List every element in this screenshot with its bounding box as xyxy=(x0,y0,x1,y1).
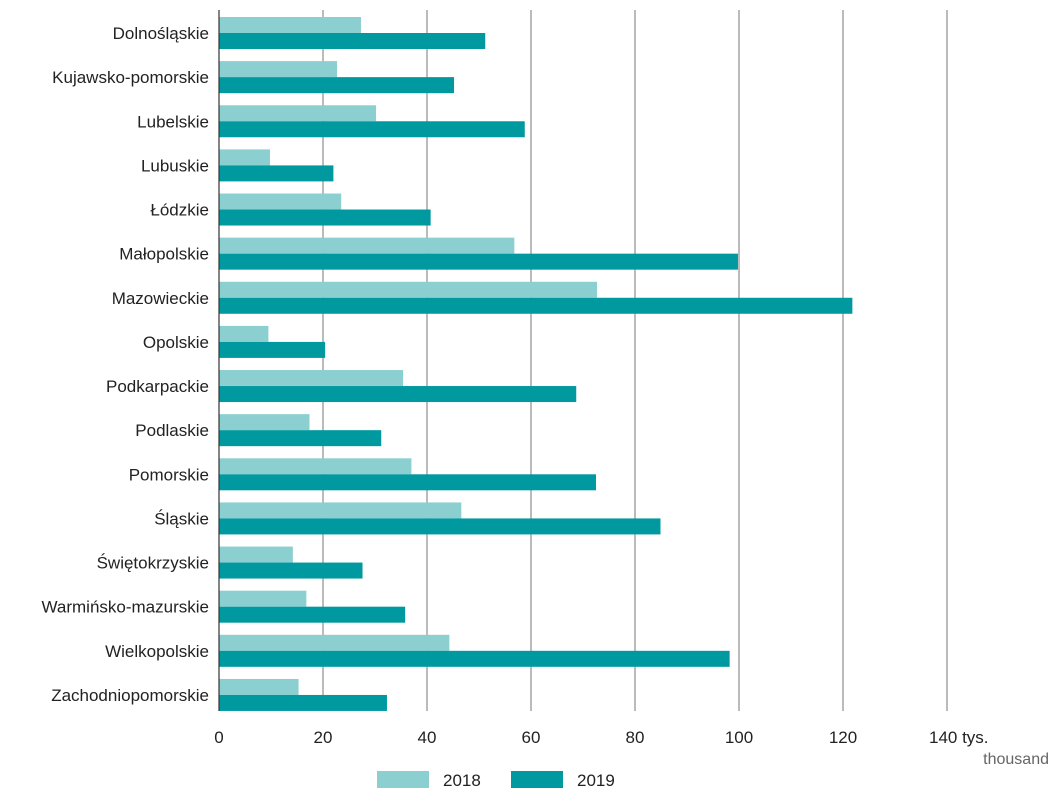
category-label: Kujawsko-pomorskie xyxy=(52,68,209,87)
bar-2019-13 xyxy=(219,606,406,623)
legend-label-2018: 2018 xyxy=(443,771,481,790)
legend: 2018 2019 xyxy=(377,771,615,790)
legend-swatch-2019 xyxy=(511,771,563,788)
bar-2019-0 xyxy=(219,33,486,49)
category-label: Świętokrzyskie xyxy=(97,554,209,573)
bar-2018-2 xyxy=(219,105,377,122)
x-tick-label-120: 120 xyxy=(829,728,857,747)
bar-2018-15 xyxy=(219,678,299,695)
category-labels: Dolnośląskie Kujawsko-pomorskie Lubelskie L… xyxy=(41,24,209,705)
category-label: Podkarpackie xyxy=(106,377,209,396)
bar-2019-11 xyxy=(219,518,661,535)
bar-2018-12 xyxy=(219,546,293,563)
bar-2018-4 xyxy=(219,193,342,210)
legend-label-2019: 2019 xyxy=(577,771,615,790)
category-label: Łódzkie xyxy=(150,201,209,220)
bar-2018-8 xyxy=(219,370,404,387)
category-label: Warmińsko-mazurskie xyxy=(41,598,209,617)
bar-2019-15 xyxy=(219,694,387,711)
bar-2019-10 xyxy=(219,474,596,491)
bar-2018-13 xyxy=(219,590,307,607)
bar-2019-1 xyxy=(219,77,455,94)
x-tick-label-40: 40 xyxy=(418,728,437,747)
x-tick-label-20: 20 xyxy=(314,728,333,747)
category-label: Lubuskie xyxy=(141,156,209,175)
bar-2019-7 xyxy=(219,341,326,358)
bar-2019-9 xyxy=(219,430,382,447)
bar-2018-5 xyxy=(219,237,515,254)
category-label: Zachodniopomorskie xyxy=(51,686,209,705)
bar-2018-0 xyxy=(219,17,361,33)
x-tick-label-0: 0 xyxy=(214,728,223,747)
bar-2019-3 xyxy=(219,165,334,182)
x-tick-labels: 0 20 40 60 80 100 120 140 tys. thousand xyxy=(214,728,1049,768)
category-label: Dolnośląskie xyxy=(113,24,209,43)
category-label: Opolskie xyxy=(143,333,209,352)
bar-2018-10 xyxy=(219,458,412,475)
category-label: Wielkopolskie xyxy=(105,642,209,661)
bar-2019-5 xyxy=(219,253,738,270)
bar-2019-14 xyxy=(219,650,730,667)
bar-2019-8 xyxy=(219,386,577,403)
x-tick-label-140: 140 tys. xyxy=(929,728,989,747)
bar-2018-1 xyxy=(219,61,338,78)
category-label: Śląskie xyxy=(154,509,209,528)
bar-2018-14 xyxy=(219,634,450,651)
bar-2018-9 xyxy=(219,414,310,431)
bar-2018-3 xyxy=(219,149,270,166)
bar-2018-11 xyxy=(219,502,462,519)
bar-2019-6 xyxy=(219,297,853,314)
legend-swatch-2018 xyxy=(377,771,429,788)
bar-2019-4 xyxy=(219,209,431,226)
bar-2019-12 xyxy=(219,562,363,579)
category-label: Podlaskie xyxy=(135,421,209,440)
bar-2018-7 xyxy=(219,325,269,342)
category-label: Mazowieckie xyxy=(112,289,209,308)
category-label: Małopolskie xyxy=(119,245,209,264)
category-label: Pomorskie xyxy=(129,465,209,484)
bar-2018-6 xyxy=(219,281,598,298)
category-label: Lubelskie xyxy=(137,112,209,131)
x-tick-label-100: 100 xyxy=(725,728,753,747)
grid-lines xyxy=(322,10,948,711)
x-tick-label-60: 60 xyxy=(522,728,541,747)
bar-2019-2 xyxy=(219,121,525,138)
unit-sublabel: thousand xyxy=(983,751,1049,768)
bars xyxy=(219,17,853,711)
x-tick-label-80: 80 xyxy=(626,728,645,747)
